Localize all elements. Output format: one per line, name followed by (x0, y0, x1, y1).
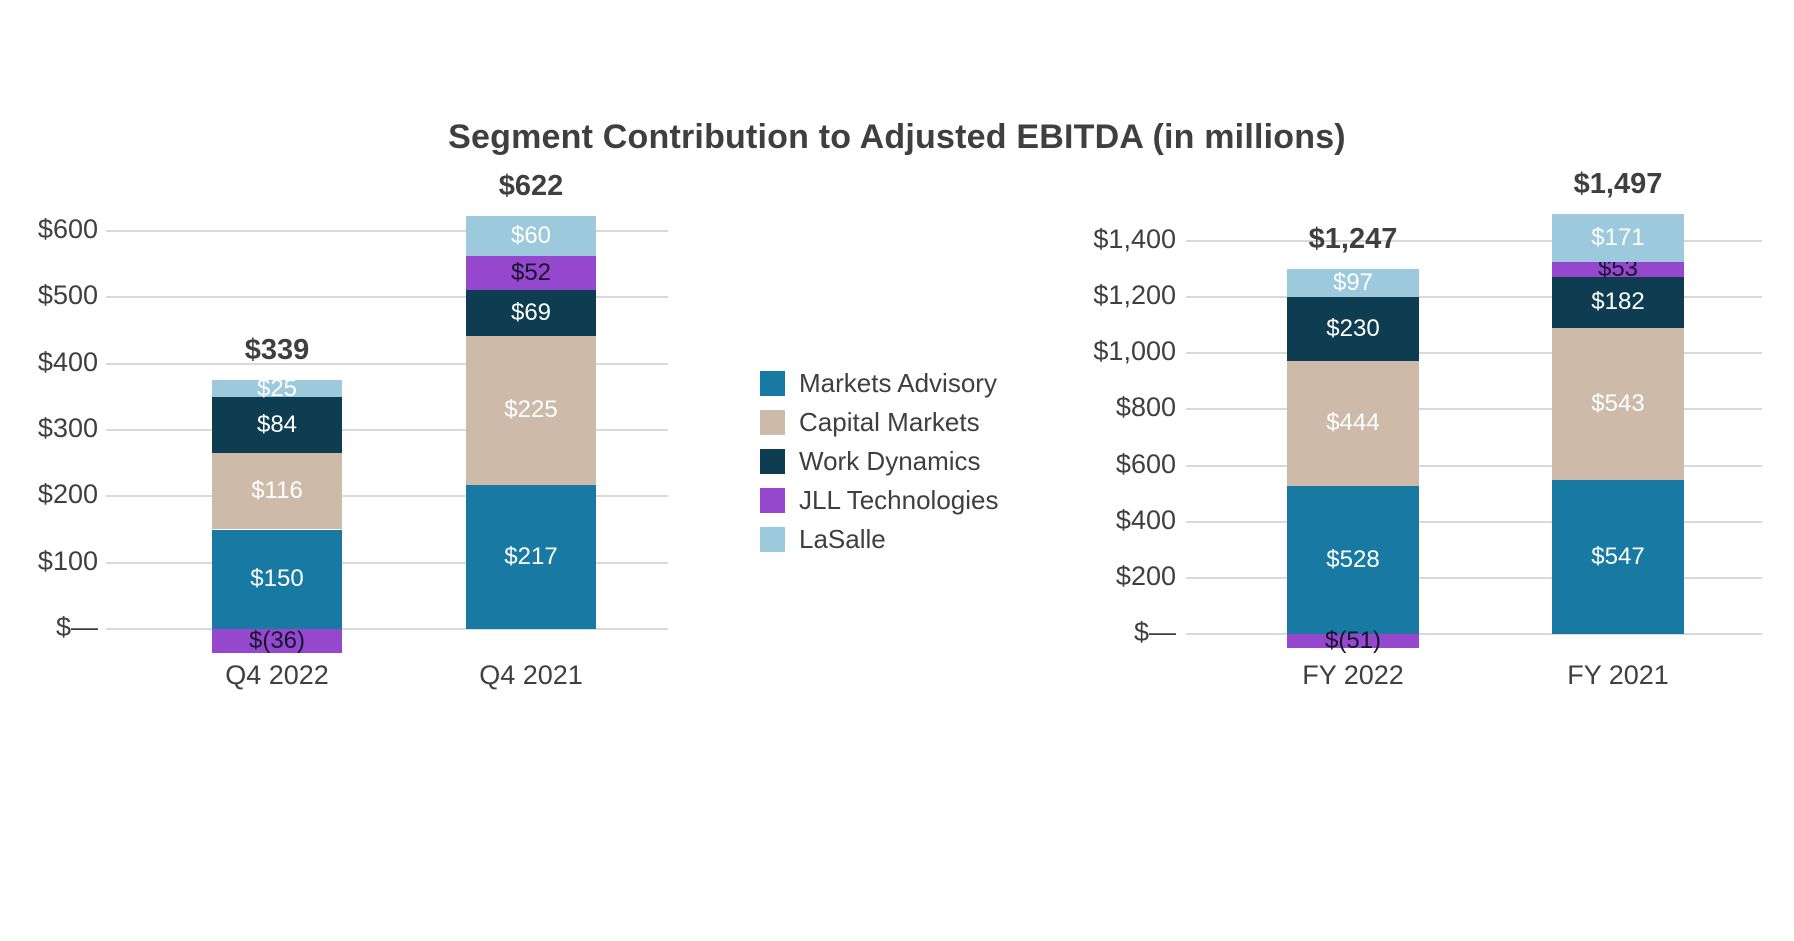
y-axis-tick-label: $1,200 (1093, 280, 1176, 311)
y-axis-tick-label: $200 (37, 479, 98, 510)
y-axis-tick-label: $— (55, 612, 98, 642)
segment-value-label: $150 (250, 565, 304, 593)
gridline (1186, 296, 1762, 299)
legend-item: Markets Advisory (760, 368, 998, 399)
y-axis-tick-label: $100 (37, 545, 98, 576)
bar-segment: $217 (466, 485, 596, 629)
y-axis-tick-label: $1,400 (1093, 224, 1176, 254)
segment-value-label: $182 (1591, 288, 1645, 316)
segment-value-label: $69 (510, 298, 552, 326)
y-axis-tick-label: $400 (1115, 504, 1176, 535)
legend-swatch (760, 449, 785, 474)
bar-segment: $150 (212, 529, 342, 629)
segment-value-label: $543 (1591, 390, 1645, 418)
gridline (1186, 240, 1762, 242)
bar-segment: $171 (1552, 214, 1684, 263)
segment-value-label: $60 (510, 221, 552, 249)
legend-swatch (760, 488, 785, 513)
y-axis-tick-label: $600 (1115, 448, 1176, 479)
chart-title: Segment Contribution to Adjusted EBITDA … (448, 118, 1346, 156)
bar-total-label: $1,247 (1308, 223, 1398, 256)
x-axis-category-label: FY 2022 (1302, 660, 1404, 690)
gridline (106, 628, 668, 630)
segment-value-label: $217 (504, 543, 558, 571)
bar-total-label: $1,497 (1573, 168, 1663, 201)
y-axis-tick-label: $— (1133, 617, 1176, 647)
bar-segment: $444 (1287, 361, 1419, 486)
bar-segment: $182 (1552, 276, 1684, 328)
segment-value-label: $97 (1332, 268, 1374, 296)
legend: Markets Advisory Capital Markets Work Dyna… (760, 368, 998, 563)
legend-item: Work Dynamics (760, 446, 998, 477)
y-axis-tick-label: $1,000 (1093, 336, 1176, 367)
y-axis-tick-label: $300 (37, 413, 98, 443)
bar-segment: $543 (1552, 328, 1684, 481)
segment-value-label: $528 (1326, 545, 1380, 573)
gridline (1186, 352, 1762, 355)
gridline (106, 561, 668, 564)
legend-label: Work Dynamics (799, 446, 981, 476)
legend-swatch (760, 371, 785, 396)
legend-label: JLL Technologies (799, 485, 999, 515)
segment-value-label: $(36) (248, 626, 306, 654)
x-axis-category-label: FY 2021 (1567, 660, 1669, 690)
bar-segment: $225 (466, 335, 596, 486)
segment-value-label: $25 (256, 374, 298, 402)
legend-label: Capital Markets (799, 407, 980, 437)
legend-swatch (760, 410, 785, 435)
y-axis-tick-label: $800 (1115, 392, 1176, 423)
x-axis-category-label: Q4 2022 (225, 660, 329, 690)
legend-item: LaSalle (760, 524, 998, 555)
gridline (1186, 633, 1762, 635)
y-axis-tick-label: $500 (37, 280, 98, 311)
segment-value-label: $547 (1591, 543, 1645, 571)
gridline (1186, 576, 1762, 579)
gridline (1186, 520, 1762, 523)
gridline (1186, 464, 1762, 467)
gridline (106, 429, 668, 431)
legend-label: Markets Advisory (799, 368, 997, 398)
gridline (106, 362, 668, 365)
bar-segment: $69 (466, 290, 596, 336)
gridline (106, 495, 668, 498)
bar-segment: $(36) (212, 626, 342, 654)
bar-segment: $547 (1552, 480, 1684, 634)
legend-item: JLL Technologies (760, 485, 998, 516)
bar-total-label: $622 (498, 169, 564, 202)
gridline (1186, 408, 1762, 411)
bar-total-label: $339 (244, 334, 310, 367)
legend-item: Capital Markets (760, 407, 998, 438)
x-axis-category-label: Q4 2021 (479, 660, 583, 690)
segment-value-label: $230 (1326, 314, 1380, 342)
segment-value-label: $116 (251, 477, 303, 505)
gridline (106, 230, 668, 232)
bar-segment: $52 (466, 255, 596, 291)
bar-segment: $(51) (1287, 629, 1419, 653)
segment-value-label: $84 (256, 410, 298, 438)
segment-value-label: $444 (1326, 409, 1380, 437)
bar-segment: $53 (1552, 257, 1684, 281)
bar-segment: $25 (212, 376, 342, 400)
segment-value-label: $(51) (1324, 627, 1382, 655)
segment-value-label: $225 (504, 396, 558, 424)
bar-segment: $230 (1287, 296, 1419, 362)
bar-segment: $60 (466, 215, 596, 256)
bar-segment: $84 (212, 396, 342, 453)
bar-segment: $97 (1287, 268, 1419, 297)
bar-segment: $116 (212, 452, 342, 530)
y-axis-tick-label: $400 (37, 346, 98, 377)
legend-swatch (760, 527, 785, 552)
segment-value-label: $171 (1591, 224, 1645, 252)
y-axis-tick-label: $600 (37, 214, 98, 244)
gridline (106, 296, 668, 299)
y-axis-tick-label: $200 (1115, 560, 1176, 591)
segment-value-label: $52 (510, 258, 552, 286)
bar-segment: $528 (1287, 485, 1419, 634)
legend-label: LaSalle (799, 524, 886, 554)
